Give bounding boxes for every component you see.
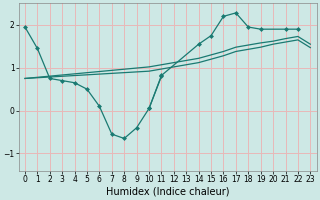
X-axis label: Humidex (Indice chaleur): Humidex (Indice chaleur) [106, 187, 229, 197]
